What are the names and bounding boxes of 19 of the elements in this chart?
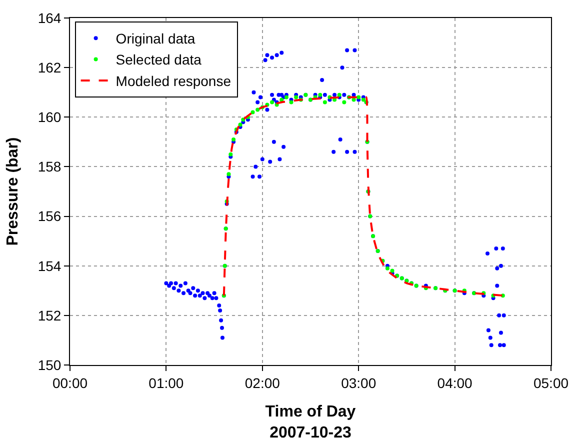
y-tick-label: 152 — [38, 307, 62, 324]
x-tick-label: 02:00 — [244, 374, 280, 391]
legend-label: Original data — [116, 30, 196, 47]
x-axis-title: Time of Day 2007-10-23 — [265, 404, 356, 442]
y-axis-title: Pressure (bar) — [4, 137, 22, 246]
y-tick-label: 164 — [38, 10, 62, 26]
y-tick-label: 154 — [38, 258, 62, 274]
y-tick-label: 150 — [38, 356, 62, 373]
y-tick-label: 162 — [38, 59, 62, 76]
y-tick-label: 158 — [38, 158, 62, 175]
y-tick-label: 160 — [38, 109, 62, 126]
x-tick-label: 03:00 — [341, 374, 376, 391]
x-tick-label: 01:00 — [148, 374, 184, 391]
x-tick-label: 05:00 — [533, 374, 569, 391]
x-tick-label: 04:00 — [437, 374, 473, 391]
y-tick-label: 156 — [38, 208, 62, 224]
x-tick-label: 00:00 — [52, 374, 88, 391]
legend-label: Selected data — [116, 52, 202, 68]
legend-label: Modeled response — [116, 72, 232, 89]
